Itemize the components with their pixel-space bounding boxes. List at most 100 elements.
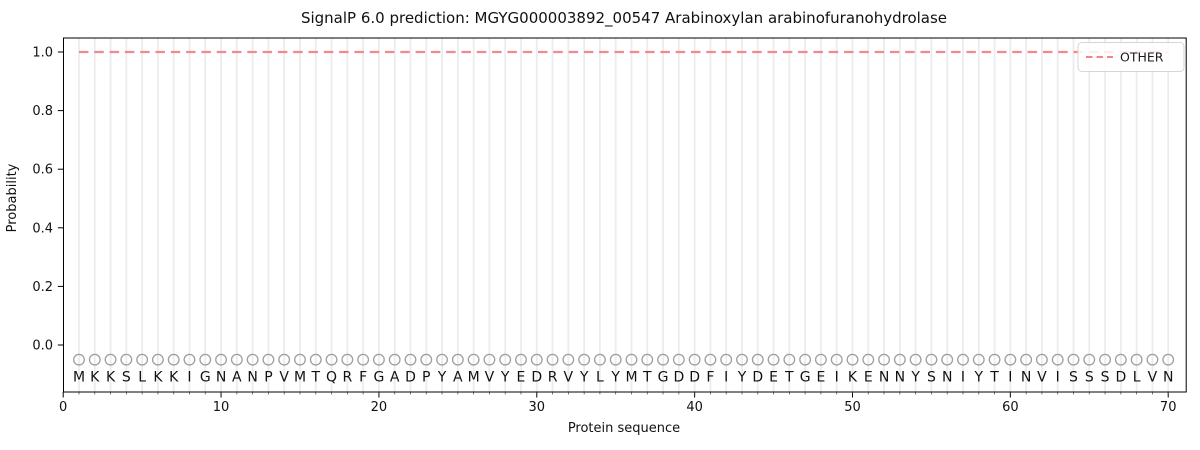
x-axis-ticks: 0 10 20 30 40 50 60 70: [59, 392, 1176, 415]
residue-marker-circle: [1067, 353, 1080, 366]
residue-marker-circle: [309, 353, 322, 366]
residue-marker-circle: [199, 353, 212, 366]
residue-letter: N: [1163, 370, 1173, 386]
y-axis-ticks: 0.0 0.2 0.4 0.6 0.8 1.0: [32, 46, 64, 354]
y-tick-label: 1.0: [32, 46, 53, 61]
y-axis-label: Probability: [5, 163, 20, 232]
residue-letter: N: [942, 370, 952, 386]
residue-marker-circle: [578, 353, 591, 366]
residue-letter: T: [989, 370, 999, 386]
residue-marker-circle: [499, 353, 512, 366]
residue-marker-circle: [704, 353, 717, 366]
y-tick-label: 0.4: [32, 221, 53, 236]
residue-marker-circle: [183, 353, 196, 366]
residue-marker-circle: [814, 353, 827, 366]
residue-letter: L: [596, 370, 604, 386]
residue-letter: D: [531, 370, 542, 386]
residue-letter: S: [1069, 370, 1078, 386]
residue-letter: M: [625, 370, 637, 386]
residue-letter: E: [864, 370, 873, 386]
residue-letter: I: [961, 370, 965, 386]
residue-marker-circle: [1130, 353, 1143, 366]
residue-marker-circle: [88, 353, 101, 366]
residue-letter: V: [1037, 370, 1047, 386]
residue-marker-circle: [1004, 353, 1017, 366]
residue-marker-circle: [672, 353, 685, 366]
residue-letter: I: [1056, 370, 1060, 386]
residue-marker-circle: [167, 353, 180, 366]
residue-marker-circle: [609, 353, 622, 366]
residue-letter: K: [90, 370, 100, 386]
residue-marker-circle: [657, 353, 670, 366]
residue-letter: N: [247, 370, 257, 386]
x-tick-label: 60: [1002, 400, 1019, 415]
residue-marker-circle: [388, 353, 401, 366]
residue-marker-circle: [420, 353, 433, 366]
residue-marker-circle: [357, 353, 370, 366]
residue-marker-circle: [1099, 353, 1112, 366]
residue-letter: N: [895, 370, 905, 386]
plot-border: [63, 37, 1187, 393]
x-tick-label: 50: [844, 400, 861, 415]
residue-letter: N: [1021, 370, 1031, 386]
residue-letter: T: [310, 370, 320, 386]
residue-letter: Y: [973, 370, 983, 386]
residue-marker-circle: [341, 353, 354, 366]
residue-letter: D: [689, 370, 700, 386]
residue-letter: I: [835, 370, 839, 386]
residue-letter: S: [122, 370, 131, 386]
residue-marker-circle: [483, 353, 496, 366]
residue-marker-circle: [120, 353, 133, 366]
residue-marker-circle: [988, 353, 1001, 366]
residue-letter: L: [1133, 370, 1141, 386]
residue-markers: [73, 353, 1175, 366]
residue-letter: T: [784, 370, 794, 386]
residue-marker-circle: [1020, 353, 1033, 366]
residue-letter: V: [485, 370, 495, 386]
residue-letter: E: [517, 370, 526, 386]
residue-letter: G: [200, 370, 211, 386]
residue-letter: K: [153, 370, 163, 386]
x-tick-label: 70: [1160, 400, 1177, 415]
residue-letter: S: [1101, 370, 1110, 386]
x-axis-label: Protein sequence: [568, 421, 680, 436]
residue-marker-circle: [1146, 353, 1159, 366]
residue-marker-circle: [104, 353, 117, 366]
residue-marker-circle: [799, 353, 812, 366]
residue-letter: N: [216, 370, 226, 386]
residue-marker-circle: [783, 353, 796, 366]
residue-marker-circle: [372, 353, 385, 366]
residue-marker-circle: [325, 353, 338, 366]
grid-lines: [78, 38, 1170, 392]
residue-marker-circle: [278, 353, 291, 366]
residue-marker-circle: [294, 353, 306, 366]
residue-letter: Y: [610, 370, 620, 386]
residue-letter: V: [1148, 370, 1158, 386]
residue-marker-circle: [593, 353, 606, 366]
residue-marker-circle: [215, 353, 228, 366]
residue-letter: I: [187, 370, 191, 386]
residue-letter: Y: [910, 370, 920, 386]
residue-marker-circle: [641, 353, 654, 366]
residue-letter: R: [548, 370, 558, 386]
residue-marker-circle: [736, 353, 748, 366]
residue-letter: D: [405, 370, 416, 386]
residue-letter: E: [769, 370, 778, 386]
residue-letter: M: [73, 370, 85, 386]
residue-letter: E: [816, 370, 825, 386]
residue-letter: D: [673, 370, 684, 386]
residue-letter: A: [232, 370, 242, 386]
residue-marker-circle: [562, 353, 575, 366]
residue-marker-circle: [625, 353, 638, 366]
residue-letter: N: [879, 370, 889, 386]
residue-marker-circle: [688, 353, 701, 366]
residue-letter: P: [264, 370, 272, 386]
x-tick-label: 10: [213, 400, 230, 415]
residue-letter: I: [1008, 370, 1012, 386]
residue-letter: L: [138, 370, 146, 386]
residue-letter: Y: [579, 370, 589, 386]
x-tick-label: 40: [686, 400, 703, 415]
